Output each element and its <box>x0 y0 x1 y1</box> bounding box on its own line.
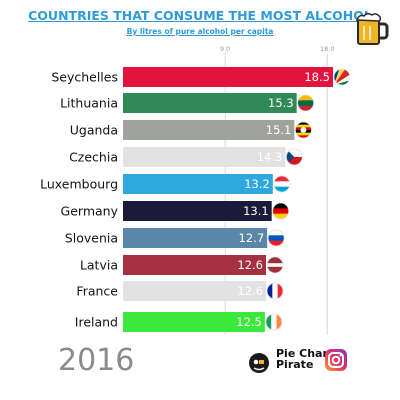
category-label: France <box>76 284 118 299</box>
seychelles-flag-icon <box>333 68 351 86</box>
bar <box>123 281 267 301</box>
category-label: Luxembourg <box>40 177 118 192</box>
chart-title: COUNTRIES THAT CONSUME THE MOST ALCOHOL <box>28 8 372 23</box>
data-label: 15.3 <box>268 96 294 110</box>
data-label: 12.5 <box>236 315 262 329</box>
category-label: Ireland <box>75 315 118 330</box>
data-label: 12.7 <box>239 231 265 245</box>
bar <box>123 120 295 140</box>
luxembourg-flag-icon <box>273 175 291 193</box>
category-label: Seychelles <box>51 70 118 85</box>
data-label: 15.1 <box>266 123 292 137</box>
category-label: Czechia <box>69 150 118 165</box>
chart-subtitle: By litres of pure alcohol per capita <box>126 27 274 36</box>
pirate-logo-icon <box>249 353 269 373</box>
germany-flag-icon <box>272 202 290 220</box>
brand-name: Pie Chart Pirate <box>276 348 333 370</box>
x-tick-label: 9.0 <box>220 45 230 53</box>
category-label: Uganda <box>70 123 118 138</box>
category-label: Germany <box>61 204 119 219</box>
bar <box>123 147 286 167</box>
x-tick-label: 18.0 <box>320 45 334 53</box>
year-label: 2016 <box>58 343 135 378</box>
data-label: 14.3 <box>257 150 283 164</box>
bar <box>123 174 273 194</box>
france-flag-icon <box>266 282 284 300</box>
data-label: 12.6 <box>237 284 263 298</box>
bar <box>123 255 267 275</box>
data-label: 13.2 <box>244 177 270 191</box>
beer-mug-icon <box>355 12 389 45</box>
category-label: Slovenia <box>65 231 118 246</box>
lithuania-flag-icon <box>297 94 315 112</box>
data-label: 12.6 <box>237 258 263 272</box>
latvia-flag-icon <box>266 256 284 274</box>
bar <box>123 228 268 248</box>
czechia-flag-icon <box>285 148 303 166</box>
data-label: 18.5 <box>304 70 330 84</box>
uganda-flag-icon <box>294 121 312 139</box>
ireland-flag-icon <box>265 313 283 331</box>
category-label: Latvia <box>80 258 118 273</box>
bar <box>123 201 272 221</box>
bar-chart: 9.0 18.0 Seychelles 18.5 Lithuania 15.3 Uganda… <box>40 45 351 335</box>
bar <box>123 312 265 332</box>
brand-line-2: Pirate <box>276 358 314 371</box>
category-label: Lithuania <box>60 96 118 111</box>
slovenia-flag-icon <box>267 229 285 247</box>
bar <box>123 93 297 113</box>
instagram-icon[interactable] <box>324 348 348 372</box>
data-label: 13.1 <box>243 204 269 218</box>
brand-line-1: Pie Chart <box>276 347 334 360</box>
bar <box>123 67 333 87</box>
